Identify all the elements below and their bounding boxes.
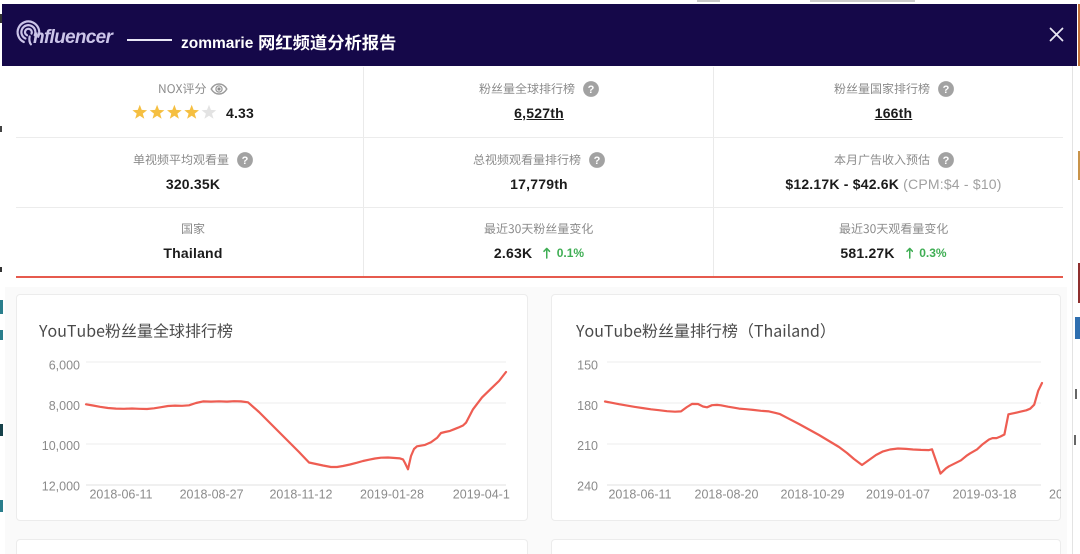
svg-text:6,000: 6,000 xyxy=(49,358,80,372)
svg-text:180: 180 xyxy=(577,399,598,413)
svg-text:2018-08-27: 2018-08-27 xyxy=(180,488,244,502)
svg-text:210: 210 xyxy=(577,439,598,453)
svg-text:2018-11-12: 2018-11-12 xyxy=(269,488,332,502)
svg-text:240: 240 xyxy=(577,479,598,493)
svg-text:2019-01-28: 2019-01-28 xyxy=(360,488,424,502)
svg-text:2019-03-18: 2019-03-18 xyxy=(953,488,1017,502)
svg-text:?: ? xyxy=(588,84,595,96)
svg-text:8,000: 8,000 xyxy=(49,399,80,413)
svg-text:2018-06-11: 2018-06-11 xyxy=(608,488,671,502)
svg-text:10,000: 10,000 xyxy=(42,439,80,453)
svg-text:2019-01-07: 2019-01-07 xyxy=(866,488,930,502)
svg-text:20: 20 xyxy=(1049,488,1061,502)
svg-text:12,000: 12,000 xyxy=(42,479,80,493)
svg-text:?: ? xyxy=(942,155,949,167)
svg-text:150: 150 xyxy=(577,358,598,372)
svg-text:?: ? xyxy=(942,84,949,96)
svg-text:2018-10-29: 2018-10-29 xyxy=(781,488,845,502)
svg-text:2018-06-11: 2018-06-11 xyxy=(89,488,152,502)
svg-text:?: ? xyxy=(594,155,601,167)
svg-text:2019-04-1: 2019-04-1 xyxy=(453,488,510,502)
svg-text:?: ? xyxy=(242,155,249,167)
svg-text:2018-08-20: 2018-08-20 xyxy=(695,488,759,502)
